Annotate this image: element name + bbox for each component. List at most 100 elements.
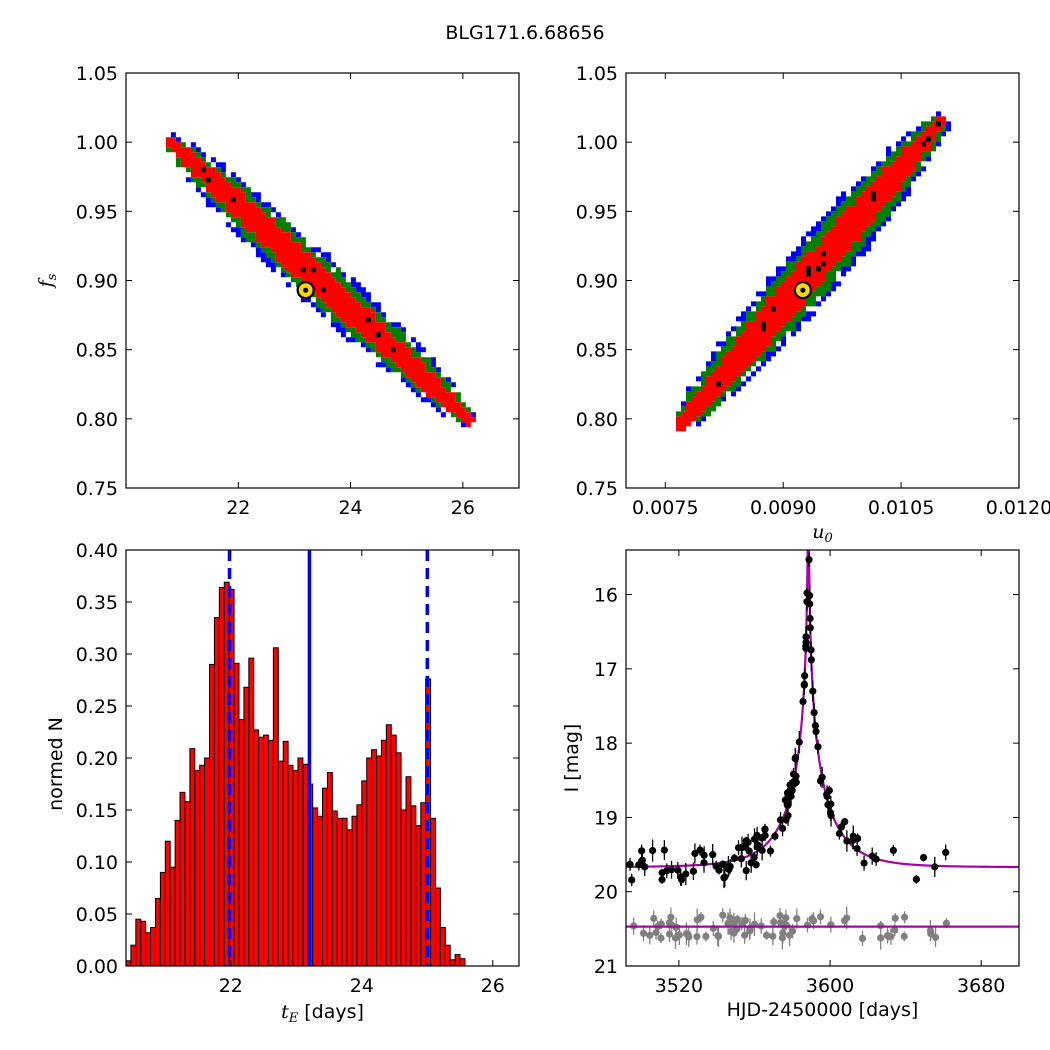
histogram-bar [385, 724, 392, 967]
histogram-bar [390, 734, 397, 967]
photometry-point [677, 875, 686, 884]
photometry-point [804, 533, 811, 540]
histogram-bar [356, 804, 363, 967]
residual-point [816, 913, 825, 921]
x-tick-label: 3680 [957, 975, 1005, 997]
histogram-bar [434, 887, 441, 967]
histogram-bar [297, 757, 304, 967]
y-tick-label: 0.05 [76, 904, 118, 926]
x-tick-label: 0.0090 [750, 497, 816, 519]
residual-point [657, 934, 665, 942]
histogram-bar [135, 918, 142, 967]
y-tick-label: 0.15 [76, 800, 118, 822]
photometry-point [626, 860, 634, 868]
y-tick-label: 0.10 [76, 852, 118, 874]
photometry-point [816, 777, 825, 785]
residual-point [675, 931, 683, 939]
y-tick-label: 0.30 [76, 644, 118, 666]
photometry-point [889, 846, 897, 855]
photometry-point [802, 638, 810, 646]
photometry-point [776, 816, 785, 824]
histogram-bar [164, 840, 171, 967]
photometry-point [689, 867, 698, 875]
x-tick-label: 26 [481, 975, 505, 997]
x-tick-label: 3600 [806, 975, 854, 997]
y-axis-label: fs [35, 273, 60, 289]
residual-point [719, 911, 727, 919]
photometry-point [802, 644, 810, 652]
photometry-point [782, 816, 790, 824]
residual-point [891, 914, 899, 922]
histogram-bar [331, 810, 338, 967]
panel-tE-vs-fs: 22 24 26 0.75 0.80 0.85 0.90 0.95 1.00 1.05 fs [35, 63, 520, 519]
histogram-bar [258, 736, 265, 967]
histogram-bar [400, 809, 407, 967]
histogram-bar [174, 819, 181, 967]
photometry-point [931, 863, 939, 871]
photometry-point [841, 818, 849, 826]
photometry-point [868, 852, 876, 860]
x-axis-label: u0 [812, 521, 833, 546]
histogram-bar [238, 719, 245, 967]
histogram-bar [233, 662, 240, 967]
x-tick-label: 26 [451, 497, 475, 519]
photometry-point [648, 846, 657, 855]
histogram-bar [159, 871, 166, 967]
histogram-bar [326, 772, 333, 967]
x-tick-label: 0.0075 [632, 497, 698, 519]
photometry-point [750, 835, 759, 843]
y-tick-label: 0.40 [76, 540, 118, 562]
x-tick-label: 22 [226, 497, 250, 519]
x-tick-label: 24 [350, 975, 374, 997]
y-axis-label: I [mag] [561, 724, 583, 793]
y-tick-label: 20 [594, 882, 618, 904]
photometry-point [783, 789, 792, 797]
histogram-bar [361, 780, 368, 967]
residual-point [702, 932, 710, 941]
photometry-point [783, 800, 791, 808]
photometry-point [724, 862, 733, 871]
histogram-bar [420, 802, 427, 967]
histogram-bar [140, 920, 147, 967]
residual-point [746, 926, 754, 934]
photometry-point [674, 866, 682, 874]
y-tick-label: 0.90 [576, 271, 618, 293]
photometry-point [691, 849, 699, 858]
residual-point [769, 932, 777, 940]
y-tick-label: 0.75 [576, 478, 618, 500]
photometry-point [826, 809, 835, 817]
residual-point [770, 918, 778, 926]
residual-point [877, 934, 885, 942]
residual-point [776, 912, 784, 920]
mcmc-density-inner [165, 137, 476, 428]
photometry-point [771, 832, 779, 840]
figure-title: BLG171.6.68656 [445, 22, 605, 44]
histogram-bar [263, 734, 269, 967]
photometry-point [804, 538, 811, 545]
residual-point [931, 933, 940, 941]
histogram-bar [253, 729, 260, 967]
x-tick-label: 3520 [655, 975, 703, 997]
photometry-point [849, 836, 857, 844]
histogram-bar [213, 617, 220, 967]
residual-point [793, 914, 801, 923]
y-tick-label: 1.00 [576, 132, 618, 154]
histogram-bar [351, 815, 358, 967]
histogram-bar [287, 764, 294, 967]
residual-point [726, 914, 734, 922]
y-tick-label: 0.95 [76, 201, 118, 223]
residual-point [639, 929, 648, 937]
photometry-point [824, 801, 832, 809]
histogram-bar [267, 739, 274, 967]
photometry-point [638, 847, 646, 855]
residual-point [900, 913, 909, 921]
histogram-bar [243, 686, 250, 967]
photometry-point [789, 770, 798, 778]
histogram-bar [248, 657, 255, 967]
histogram-bar [376, 755, 382, 967]
histogram-bar [150, 927, 156, 967]
histogram-bar [439, 927, 446, 967]
y-tick-label: 0.80 [76, 409, 118, 431]
histogram-bar [317, 815, 323, 967]
